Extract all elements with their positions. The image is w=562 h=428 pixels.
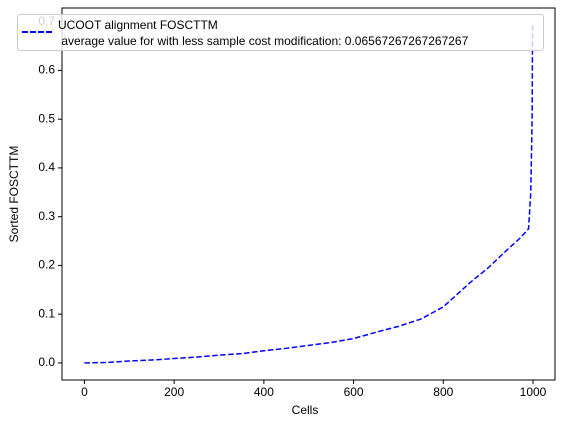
x-tick-label: 800 [433, 385, 453, 399]
data-line [84, 25, 534, 364]
x-tick-label: 0 [81, 385, 88, 399]
y-tick-label: 0.5 [38, 111, 55, 125]
y-tick-label: 0.3 [38, 209, 55, 223]
x-tick-label: 1000 [520, 385, 547, 399]
plot-frame [61, 7, 556, 381]
y-tick-label: 0.4 [38, 160, 55, 174]
x-tick-label: 600 [344, 385, 364, 399]
legend-label: UCOOT alignment FOSCTTM average value fo… [58, 18, 469, 48]
y-axis-label: Sorted FOSCTTM [7, 146, 21, 243]
y-tick-label: 0.0 [38, 355, 55, 369]
legend-swatch [22, 31, 52, 33]
y-tick-label: 0.2 [38, 258, 55, 272]
y-tick-label: 0.6 [38, 63, 55, 77]
legend: UCOOT alignment FOSCTTM average value fo… [17, 14, 544, 51]
x-tick-label: 400 [254, 385, 274, 399]
x-axis-label: Cells [292, 403, 319, 417]
x-tick-label: 200 [164, 385, 184, 399]
y-tick-label: 0.1 [38, 306, 55, 320]
